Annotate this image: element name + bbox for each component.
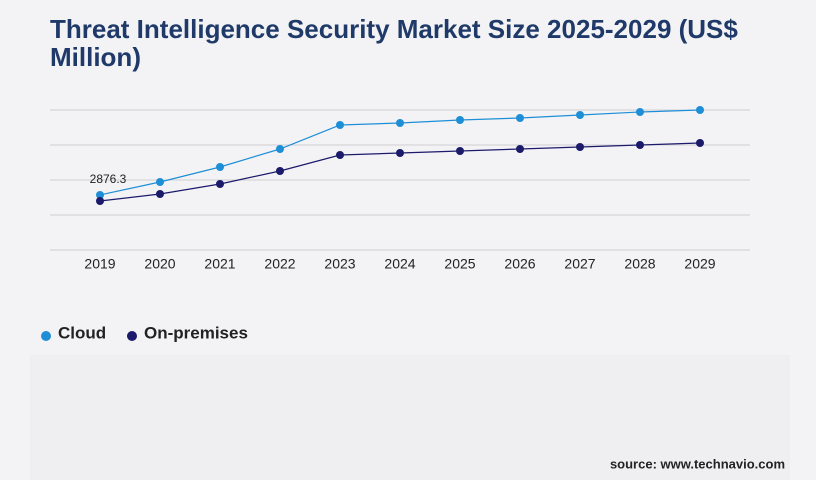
x-tick-label: 2023 <box>324 256 355 272</box>
x-tick-label: 2025 <box>444 256 475 272</box>
point <box>336 151 344 159</box>
x-tick-label: 2019 <box>84 256 115 272</box>
point <box>516 114 524 122</box>
panel <box>30 355 790 480</box>
chart-title: Million) <box>50 42 141 72</box>
point <box>696 106 704 114</box>
point <box>636 108 644 116</box>
x-tick-label: 2026 <box>504 256 535 272</box>
legend-label: Cloud <box>58 323 106 342</box>
point <box>276 167 284 175</box>
point <box>96 197 104 205</box>
point <box>396 119 404 127</box>
point <box>216 180 224 188</box>
x-tick-label: 2022 <box>264 256 295 272</box>
x-tick-label: 2020 <box>144 256 175 272</box>
x-tick-label: 2027 <box>564 256 595 272</box>
point <box>156 178 164 186</box>
point <box>456 116 464 124</box>
point <box>576 143 584 151</box>
x-tick-label: 2028 <box>624 256 655 272</box>
legend-marker <box>41 331 51 341</box>
point <box>636 141 644 149</box>
point <box>696 139 704 147</box>
point <box>456 147 464 155</box>
point <box>396 149 404 157</box>
point <box>156 190 164 198</box>
x-tick-label: 2021 <box>204 256 235 272</box>
point <box>276 145 284 153</box>
data-label: 2876.3 <box>90 172 127 186</box>
point <box>96 190 104 199</box>
legend-label: On-premises <box>144 323 248 342</box>
x-tick-label: 2029 <box>684 256 715 272</box>
x-tick-label: 2024 <box>384 256 415 272</box>
chart-title: Threat Intelligence Security Market Size… <box>50 14 738 44</box>
point <box>576 111 584 119</box>
legend-marker <box>127 331 137 341</box>
point <box>516 145 524 153</box>
point <box>216 163 224 171</box>
source: source: www.technavio.com <box>610 456 785 471</box>
point <box>336 121 344 129</box>
